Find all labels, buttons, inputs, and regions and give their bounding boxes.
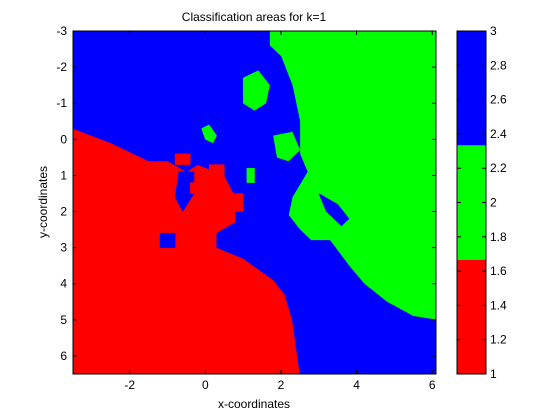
plot-regions bbox=[72, 30, 437, 375]
x-tick-label: 6 bbox=[429, 378, 436, 392]
colorbar-segment-class-1 bbox=[457, 259, 486, 374]
x-tick-label: 2 bbox=[278, 378, 285, 392]
colorbar-tick-label: 2.4 bbox=[490, 127, 507, 141]
x-axis: -2 0 2 4 6 bbox=[124, 31, 436, 392]
colorbar-segment-class-2 bbox=[457, 145, 486, 260]
green-island-left bbox=[201, 124, 217, 144]
y-tick-label: -2 bbox=[56, 60, 67, 74]
y-tick-label: 6 bbox=[60, 349, 67, 363]
y-tick-label: -3 bbox=[56, 24, 67, 38]
y-tick-label: -1 bbox=[56, 96, 67, 110]
red-island-3 bbox=[231, 193, 244, 212]
blue-island-right bbox=[318, 192, 350, 227]
colorbar-tick-label: 3 bbox=[490, 24, 497, 38]
colorbar: 1 1.2 1.4 1.6 1.8 2 2.2 2.4 2.6 2.8 3 bbox=[456, 24, 507, 381]
blue-island-in-red-2 bbox=[159, 232, 176, 248]
y-axis-label: y-coordinates bbox=[36, 166, 50, 238]
y-tick-label: 3 bbox=[60, 241, 67, 255]
red-island-2 bbox=[208, 164, 225, 180]
red-island-1 bbox=[174, 153, 191, 165]
x-tick-label: -2 bbox=[124, 378, 135, 392]
green-island-small bbox=[246, 167, 255, 183]
blue-island-in-red-1 bbox=[174, 171, 195, 213]
y-tick-label: 4 bbox=[60, 277, 67, 291]
colorbar-tick-label: 2.2 bbox=[490, 161, 507, 175]
colorbar-tick-label: 2 bbox=[490, 196, 497, 210]
y-tick-label: 1 bbox=[60, 168, 67, 182]
y-axis: -3 -2 -1 0 1 2 3 4 5 6 bbox=[56, 24, 436, 363]
colorbar-tick-label: 1.8 bbox=[490, 230, 507, 244]
y-tick-label: 2 bbox=[60, 205, 67, 219]
colorbar-tick-label: 2.6 bbox=[490, 93, 507, 107]
green-island-mid bbox=[273, 131, 301, 162]
x-tick-label: 4 bbox=[353, 378, 360, 392]
colorbar-tick-label: 1.6 bbox=[490, 264, 507, 278]
colorbar-tick-label: 2.8 bbox=[490, 58, 507, 72]
colorbar-tick-label: 1.2 bbox=[490, 333, 507, 347]
green-island-upper bbox=[242, 70, 270, 111]
y-tick-label: 5 bbox=[60, 313, 67, 327]
y-tick-label: 0 bbox=[60, 132, 67, 146]
colorbar-segment-class-3 bbox=[457, 31, 486, 146]
colorbar-tick-label: 1 bbox=[490, 367, 497, 381]
plot-frame bbox=[72, 30, 437, 375]
x-tick-label: 0 bbox=[202, 378, 209, 392]
chart-title: Classification areas for k=1 bbox=[182, 10, 327, 24]
red-island-4 bbox=[189, 182, 206, 194]
x-axis-label: x-coordinates bbox=[218, 397, 290, 411]
colorbar-tick-label: 1.4 bbox=[490, 298, 507, 312]
